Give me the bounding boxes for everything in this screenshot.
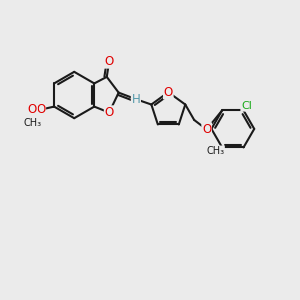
- Text: O: O: [164, 86, 173, 99]
- Text: O: O: [104, 55, 114, 68]
- Text: CH₃: CH₃: [23, 118, 41, 128]
- Text: O: O: [202, 123, 211, 136]
- Text: CH₃: CH₃: [206, 146, 224, 156]
- Text: O: O: [36, 103, 45, 116]
- Text: Cl: Cl: [241, 101, 252, 111]
- Text: O: O: [104, 106, 114, 119]
- Text: H: H: [131, 93, 140, 106]
- Text: O: O: [28, 103, 37, 116]
